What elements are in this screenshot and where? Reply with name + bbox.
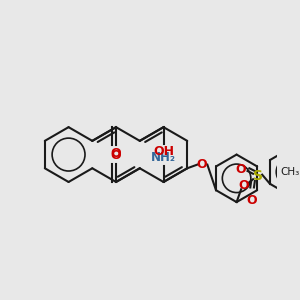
Text: O: O: [111, 147, 121, 160]
Text: OH: OH: [153, 146, 174, 158]
Text: O: O: [196, 158, 207, 171]
Text: O: O: [247, 194, 257, 207]
Text: O: O: [111, 149, 121, 162]
Text: S: S: [253, 169, 262, 184]
Text: O: O: [236, 163, 247, 176]
Text: O: O: [238, 179, 249, 192]
Text: CH₃: CH₃: [281, 167, 300, 177]
Text: NH₂: NH₂: [151, 151, 176, 164]
